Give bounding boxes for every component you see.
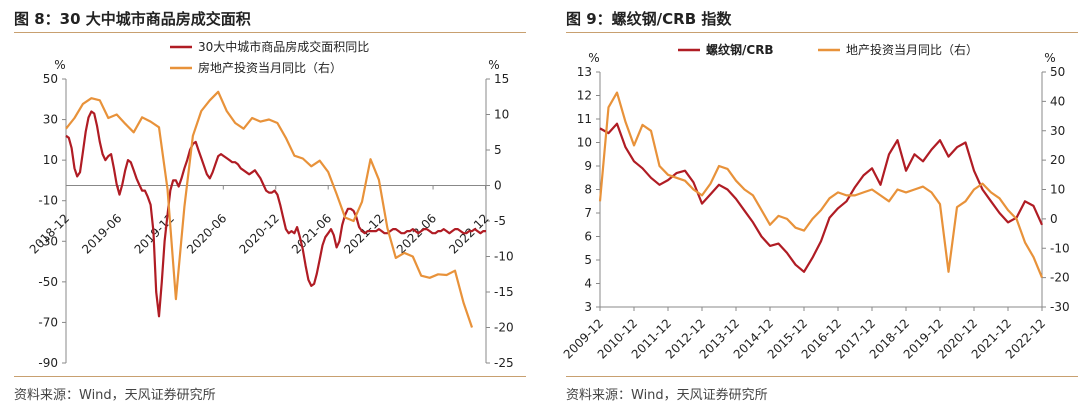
series-line-2 [598, 91, 1044, 279]
left-tick-label: -70 [38, 315, 58, 329]
right-tick-label: -15 [494, 285, 514, 299]
right-tick-label: 30 [1050, 124, 1065, 138]
left-tick-label: -90 [38, 356, 58, 370]
left-axis-unit: % [54, 58, 65, 72]
right-tick-label: -5 [494, 214, 506, 228]
source-divider-left [14, 376, 526, 377]
figure-title-right: 图 9：螺纹钢/CRB 指数 [566, 10, 732, 28]
right-tick-label: -10 [494, 250, 514, 264]
legend-label-2: 地产投资当月同比（右） [846, 42, 978, 57]
x-tick-label: 2020-06 [184, 211, 229, 256]
right-tick-label: -30 [1050, 300, 1070, 314]
right-tick-label: 5 [494, 143, 502, 157]
left-tick-label: 5 [584, 253, 592, 267]
figure-title-left: 图 8：30 大中城市商品房成交面积 [14, 10, 251, 28]
left-tick-label: 7 [584, 206, 592, 220]
x-tick-label: 2020-12 [237, 211, 282, 256]
right-tick-label: 40 [1050, 94, 1065, 108]
left-tick-label: 10 [43, 153, 58, 167]
right-tick-label: 10 [494, 108, 509, 122]
right-tick-label: 0 [494, 179, 502, 193]
title-divider-left [14, 32, 526, 33]
right-axis-unit: % [488, 58, 499, 72]
chart-panel-left: 图 8：30 大中城市商品房成交面积 %% 50 30 10 -10 -30 -50 -70-… [0, 0, 528, 411]
left-tick-label: 4 [584, 277, 592, 291]
series-line-1 [65, 110, 486, 318]
right-tick-label: 0 [1050, 212, 1058, 226]
right-tick-label: -10 [1050, 241, 1070, 255]
x-tick-label: 2018-12 [27, 211, 72, 256]
legend-label-2: 房地产投资当月同比（右） [198, 60, 342, 75]
right-tick-label: -20 [494, 321, 514, 335]
left-tick-label: 8 [584, 183, 592, 197]
right-tick-label: 15 [494, 72, 509, 86]
left-axis-unit: % [588, 51, 599, 65]
source-divider-right [566, 376, 1078, 377]
left-tick-label: -50 [38, 275, 58, 289]
left-tick-label: 50 [43, 72, 58, 86]
right-tick-label: 50 [1050, 65, 1065, 79]
series-line-1 [599, 122, 1044, 273]
chart-panel-right: 图 9：螺纹钢/CRB 指数 %% 13 12 11 10 9 8 7 6 5 4 3 50 40 30 20… [552, 0, 1080, 411]
source-note-right: 资料来源：Wind，天风证券研究所 [566, 388, 768, 403]
left-tick-label: 12 [577, 89, 592, 103]
left-tick-label: -30 [38, 234, 58, 248]
chart-right: % %13121110987654350403020100-10-20-30200… [561, 42, 1070, 362]
left-tick-label: 11 [577, 112, 592, 126]
legend-label-1: 螺纹钢/CRB [706, 42, 774, 57]
legend-label-1: 30大中城市商品房成交面积同比 [198, 39, 369, 54]
x-tick-label: 2019-06 [79, 211, 124, 256]
left-tick-label: 9 [584, 159, 592, 173]
left-tick-label: 3 [584, 300, 592, 314]
left-tick-label: 6 [584, 230, 592, 244]
x-tick-label: 2022-12 [446, 211, 491, 256]
left-tick-label: 10 [577, 136, 592, 150]
right-tick-label: 10 [1050, 183, 1065, 197]
left-tick-label: 13 [577, 65, 592, 79]
chart-left: % %503010-10-30-50-70-90151050-5-10-15-20… [27, 39, 514, 370]
right-tick-label: -20 [1050, 271, 1070, 285]
series-line-2 [65, 90, 474, 328]
right-tick-label: -25 [494, 356, 514, 370]
left-tick-label: 30 [43, 113, 58, 127]
right-axis-unit: % [1044, 51, 1055, 65]
left-tick-label: -10 [38, 194, 58, 208]
right-tick-label: 20 [1050, 153, 1065, 167]
title-divider-right [566, 32, 1078, 33]
source-note-left: 资料来源：Wind，天风证券研究所 [14, 388, 216, 403]
